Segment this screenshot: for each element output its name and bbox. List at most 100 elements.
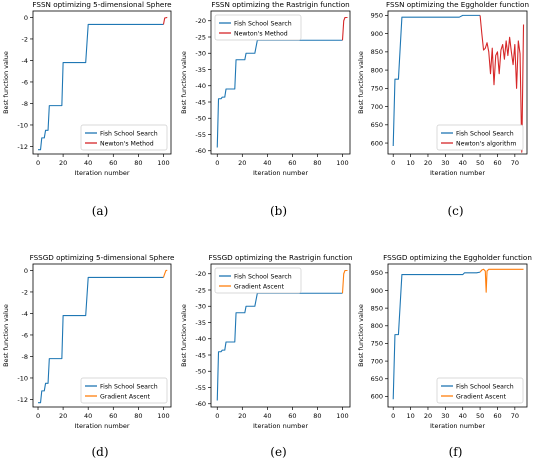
x-tick-label: 40 <box>263 412 271 420</box>
y-axis-label: Best function value <box>2 304 10 367</box>
series-line-2 <box>162 16 168 25</box>
y-tick-label: -10 <box>17 374 28 382</box>
y-tick-label: -2 <box>22 35 28 43</box>
legend-entry: Newton's algorithm <box>456 140 516 147</box>
chart-panel-1: FSSN optimizing 5-dimensional Sphere 0 20 4… <box>2 0 172 218</box>
series-line-1 <box>38 23 164 151</box>
chart-title: FSSN optimizing the Rastrigin function <box>211 0 349 9</box>
series-line-1 <box>392 271 481 400</box>
x-tick-label: 30 <box>441 159 449 167</box>
y-tick-label: 950 <box>371 12 383 20</box>
legend: Fish School Search Newton's Method <box>214 14 302 41</box>
y-tick-label: -35 <box>195 66 206 74</box>
y-tick-label: -4 <box>22 310 28 318</box>
x-tick-label: 20 <box>238 412 246 420</box>
x-tick-label: 60 <box>493 412 501 420</box>
y-tick-label: 750 <box>371 85 383 93</box>
y-tick-label: -25 <box>195 286 206 294</box>
x-tick-label: 40 <box>84 159 92 167</box>
x-tick-label: 80 <box>134 159 142 167</box>
y-tick-label: -10 <box>17 121 28 129</box>
x-tick-label: 70 <box>511 412 519 420</box>
y-tick-label: 950 <box>371 269 383 277</box>
y-tick-label: 600 <box>371 139 383 147</box>
y-tick-label: 750 <box>371 340 383 348</box>
panel-caption: (a) <box>92 204 109 218</box>
legend-box <box>436 124 524 151</box>
x-tick-label: 20 <box>238 159 246 167</box>
y-tick-label: -12 <box>17 143 28 151</box>
legend-entry: Fish School Search <box>234 273 292 280</box>
series-line-2 <box>341 16 348 41</box>
panel-caption: (e) <box>270 445 286 459</box>
x-tick-label: 0 <box>391 412 395 420</box>
plot-frame <box>32 10 172 155</box>
legend-entry: Gradient Ascent <box>456 393 506 400</box>
x-tick-label: 0 <box>391 159 395 167</box>
plot-frame <box>387 263 528 408</box>
y-tick-label: -55 <box>195 384 206 392</box>
x-axis-label: Iteration number <box>253 422 308 430</box>
chart-title: FSSGD optimizing the Rastrigin function <box>208 253 352 262</box>
x-axis-label: Iteration number <box>430 422 485 430</box>
y-tick-label: -2 <box>22 288 28 296</box>
chart-panel-5: FSSGD optimizing the Rastrigin function 0… <box>180 253 353 459</box>
y-tick-label: 650 <box>371 375 383 383</box>
legend-entry: Fish School Search <box>100 130 158 137</box>
y-tick-label: -45 <box>195 98 206 106</box>
y-tick-label: -40 <box>195 335 206 343</box>
plot-frame <box>210 10 351 155</box>
y-tick-label: -12 <box>17 396 28 404</box>
y-tick-label: -30 <box>195 50 206 58</box>
legend-box <box>214 267 302 294</box>
legend-entry: Gradient Ascent <box>234 283 284 290</box>
legend-box <box>80 377 168 404</box>
legend-box <box>436 377 524 404</box>
x-axis-label: Iteration number <box>430 169 485 177</box>
y-tick-label: -50 <box>195 115 206 123</box>
legend: Fish School Search Gradient Ascent <box>436 377 524 404</box>
x-axis-label: Iteration number <box>74 169 129 177</box>
x-tick-label: 70 <box>511 159 519 167</box>
series-line-2 <box>341 269 348 294</box>
x-tick-label: 0 <box>36 412 40 420</box>
panel-caption: (c) <box>447 204 463 218</box>
x-tick-label: 20 <box>59 412 67 420</box>
x-axis-label: Iteration number <box>74 422 129 430</box>
y-tick-label: -30 <box>195 303 206 311</box>
x-tick-label: 20 <box>424 412 432 420</box>
legend-entry: Newton's Method <box>234 30 288 37</box>
y-tick-label: 0 <box>24 267 28 275</box>
chart-title: FSSN optimizing the Eggholder function <box>386 0 529 9</box>
x-tick-label: 50 <box>476 412 484 420</box>
y-tick-label: -6 <box>22 331 28 339</box>
x-tick-label: 100 <box>157 159 169 167</box>
x-tick-label: 40 <box>263 159 271 167</box>
x-tick-label: 100 <box>157 412 169 420</box>
chart-panel-3: FSSN optimizing the Eggholder function 0 1… <box>357 0 529 218</box>
x-tick-label: 0 <box>36 159 40 167</box>
y-tick-label: 0 <box>24 14 28 22</box>
x-tick-label: 60 <box>493 159 501 167</box>
chart-title: FSSGD optimizing 5-dimensional Sphere <box>30 253 175 262</box>
chart-title: FSSN optimizing 5-dimensional Sphere <box>32 0 172 9</box>
series-line-1 <box>392 14 481 146</box>
y-axis-label: Best function value <box>180 304 188 367</box>
y-tick-label: 850 <box>371 304 383 312</box>
series-line-1 <box>38 276 164 404</box>
y-tick-label: -4 <box>22 57 28 65</box>
y-tick-label: -50 <box>195 368 206 376</box>
chart-panel-6: FSSGD optimizing the Eggholder function 0… <box>357 253 532 459</box>
y-tick-label: 800 <box>371 66 383 74</box>
legend-entry: Fish School Search <box>456 130 514 137</box>
x-tick-label: 60 <box>109 412 117 420</box>
x-tick-label: 80 <box>313 159 321 167</box>
y-tick-label: 900 <box>371 30 383 38</box>
x-tick-label: 40 <box>459 412 467 420</box>
y-tick-label: -40 <box>195 82 206 90</box>
x-tick-label: 20 <box>59 159 67 167</box>
y-tick-label: 650 <box>371 121 383 129</box>
legend: Fish School Search Newton's Method <box>80 124 168 151</box>
